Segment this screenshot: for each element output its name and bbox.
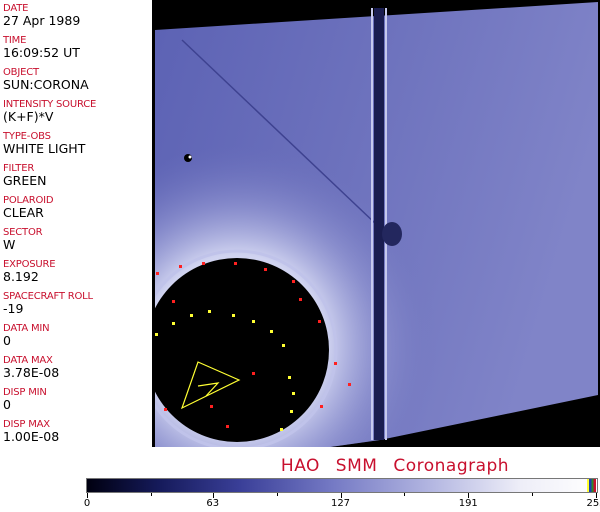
colorbar-tick-label: 63 <box>206 498 220 509</box>
field-label: FILTER <box>3 163 35 174</box>
coronagraph-image <box>152 0 600 447</box>
field-value: CLEAR <box>3 205 44 220</box>
field-label: DISP MAX <box>3 419 50 430</box>
colorbar-tick <box>340 493 342 498</box>
field-label: DATE <box>3 3 29 14</box>
field-label: OBJECT <box>3 67 39 78</box>
colorbar-tick-label: 255 <box>586 498 600 509</box>
field-label: TYPE-OBS <box>3 131 51 142</box>
field-value: 0 <box>3 397 11 412</box>
field-label: POLAROID <box>3 195 54 206</box>
field-value: 0 <box>3 333 11 348</box>
colorbar-minor-tick <box>276 493 278 496</box>
instrument-title: HAO SMM Coronagraph <box>280 456 510 476</box>
field-value: 16:09:52 UT <box>3 45 80 60</box>
colorbar-tick <box>87 493 88 498</box>
field-label: DATA MAX <box>3 355 53 366</box>
colorbar-tick <box>212 493 214 498</box>
field-value: 8.192 <box>3 269 39 284</box>
colorbar <box>86 478 598 493</box>
colorbar-tick-label: 0 <box>83 498 91 509</box>
field-value: WHITE LIGHT <box>3 141 86 156</box>
field-label: EXPOSURE <box>3 259 56 270</box>
colorbar-minor-tick <box>150 493 152 496</box>
colorbar-tick-label: 127 <box>330 498 351 509</box>
field-label: DATA MIN <box>3 323 50 334</box>
colorbar-minor-tick <box>532 493 534 496</box>
colorbar-tick <box>468 493 470 498</box>
field-label: SPACECRAFT ROLL <box>3 291 93 302</box>
colorbar-end-markers <box>587 479 596 492</box>
field-value: 27 Apr 1989 <box>3 13 81 28</box>
field-label: SECTOR <box>3 227 43 238</box>
field-value: GREEN <box>3 173 47 188</box>
field-value: -19 <box>3 301 24 316</box>
field-label: TIME <box>3 35 27 46</box>
field-value: 3.78E-08 <box>3 365 60 380</box>
field-value: (K+F)*V <box>3 109 54 124</box>
colorbar-tick <box>596 493 597 498</box>
field-value: SUN:CORONA <box>3 77 89 92</box>
colorbar-minor-tick <box>404 493 406 496</box>
field-value: 1.00E-08 <box>3 429 60 444</box>
colorbar-tick-label: 191 <box>458 498 478 509</box>
field-value: W <box>3 237 16 252</box>
field-label: DISP MIN <box>3 387 47 398</box>
field-label: INTENSITY SOURCE <box>3 99 97 110</box>
header-info-panel <box>0 0 153 447</box>
